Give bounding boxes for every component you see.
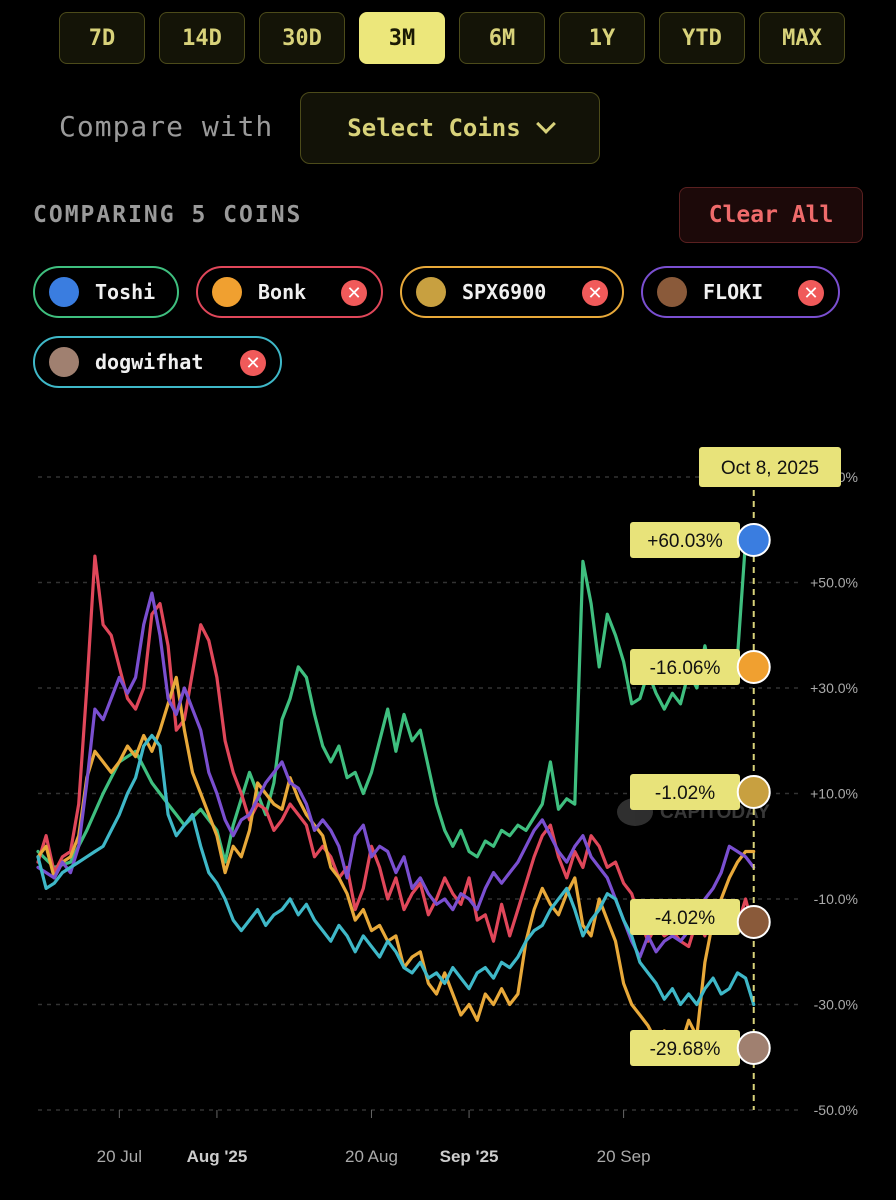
end-label-text: -29.68% (650, 1039, 721, 1060)
toshi-avatar-icon (49, 277, 79, 307)
tab-ytd[interactable]: YTD (659, 12, 745, 64)
y-tick-label: -10.0% (814, 891, 858, 907)
y-tick-label: +30.0% (810, 680, 858, 696)
coin-chip-dogwifhat: dogwifhat ✕ (33, 336, 282, 388)
end-label-floki: -4.02% (630, 899, 740, 935)
x-tick-label: 20 Jul (97, 1147, 142, 1166)
coin-chip-label: FLOKI (703, 280, 764, 304)
end-label-bg (630, 774, 740, 810)
date-tooltip: Oct 8, 2025 (699, 447, 841, 487)
y-tick-label: -30.0% (814, 997, 858, 1013)
tab-14d[interactable]: 14D (159, 12, 245, 64)
coin-chip-label: dogwifhat (95, 350, 204, 374)
bonk-avatar-icon (212, 277, 242, 307)
end-marker-dogwifhat-icon (736, 1031, 771, 1065)
tab-3m[interactable]: 3M (359, 12, 445, 64)
x-tick-label: Aug '25 (187, 1147, 248, 1166)
coin-chip-spx6900: SPX6900 ✕ (400, 266, 624, 318)
select-coins-label: Select Coins (347, 114, 521, 142)
coin-chip-floki: FLOKI ✕ (641, 266, 840, 318)
end-label-text: +60.03% (647, 531, 723, 552)
spx6900-avatar-icon (416, 277, 446, 307)
date-tooltip-bg (699, 447, 841, 487)
x-tick-label: 20 Sep (597, 1147, 651, 1166)
end-label-bg (630, 649, 740, 685)
end-marker-toshi-icon (736, 523, 771, 557)
tab-6m[interactable]: 6M (459, 12, 545, 64)
y-tick-label: -50.0% (814, 1102, 858, 1118)
x-tick-label: 20 Aug (345, 1147, 398, 1166)
end-label-text: -4.02% (655, 908, 715, 929)
select-coins-button[interactable]: Select Coins (300, 92, 600, 164)
end-marker-floki-icon (736, 905, 771, 939)
date-tooltip-text: Oct 8, 2025 (721, 458, 819, 479)
remove-spx6900-close-icon[interactable]: ✕ (582, 280, 608, 306)
coin-chip-label: SPX6900 (462, 280, 547, 304)
dogwifhat-avatar-icon (49, 347, 79, 377)
coin-chip-bonk: Bonk ✕ (196, 266, 383, 318)
end-marker-spx6900-icon (736, 775, 771, 809)
tab-30d[interactable]: 30D (259, 12, 345, 64)
floki-avatar-icon (657, 277, 687, 307)
end-label-toshi: +60.03% (630, 522, 740, 558)
end-label-spx6900: -1.02% (630, 774, 740, 810)
series-line-spx6900 (36, 675, 756, 1049)
y-tick-label: +10.0% (810, 786, 858, 802)
end-label-dogwifhat: -29.68% (630, 1030, 740, 1066)
x-tick-label: Sep '25 (440, 1147, 499, 1166)
tab-max[interactable]: MAX (759, 12, 845, 64)
tab-7d[interactable]: 7D (59, 12, 145, 64)
clear-all-button[interactable]: Clear All (679, 187, 863, 243)
end-label-bg (630, 522, 740, 558)
end-label-bg (630, 899, 740, 935)
chevron-down-icon (535, 114, 556, 134)
tab-1y[interactable]: 1Y (559, 12, 645, 64)
remove-dogwifhat-close-icon[interactable]: ✕ (240, 350, 266, 376)
coin-chip-label: Bonk (258, 280, 307, 304)
compare-label: Compare with (59, 110, 274, 143)
end-label-text: -16.06% (650, 658, 721, 679)
end-label-bonk: -16.06% (630, 649, 740, 685)
coin-chip-label: Toshi (95, 280, 156, 304)
comparison-chart: +70.0%+50.0%+30.0%+10.0%-10.0%-30.0%-50.… (36, 447, 858, 1166)
comparing-count: COMPARING 5 COINS (33, 202, 303, 228)
y-tick-label: +50.0% (810, 575, 858, 591)
coin-chip-toshi: Toshi (33, 266, 179, 318)
remove-bonk-close-icon[interactable]: ✕ (341, 280, 367, 306)
series-line-dogwifhat (36, 733, 756, 1007)
remove-floki-close-icon[interactable]: ✕ (798, 280, 824, 306)
end-label-text: -1.02% (655, 783, 715, 804)
end-label-bg (630, 1030, 740, 1066)
end-marker-bonk-icon (736, 650, 771, 684)
